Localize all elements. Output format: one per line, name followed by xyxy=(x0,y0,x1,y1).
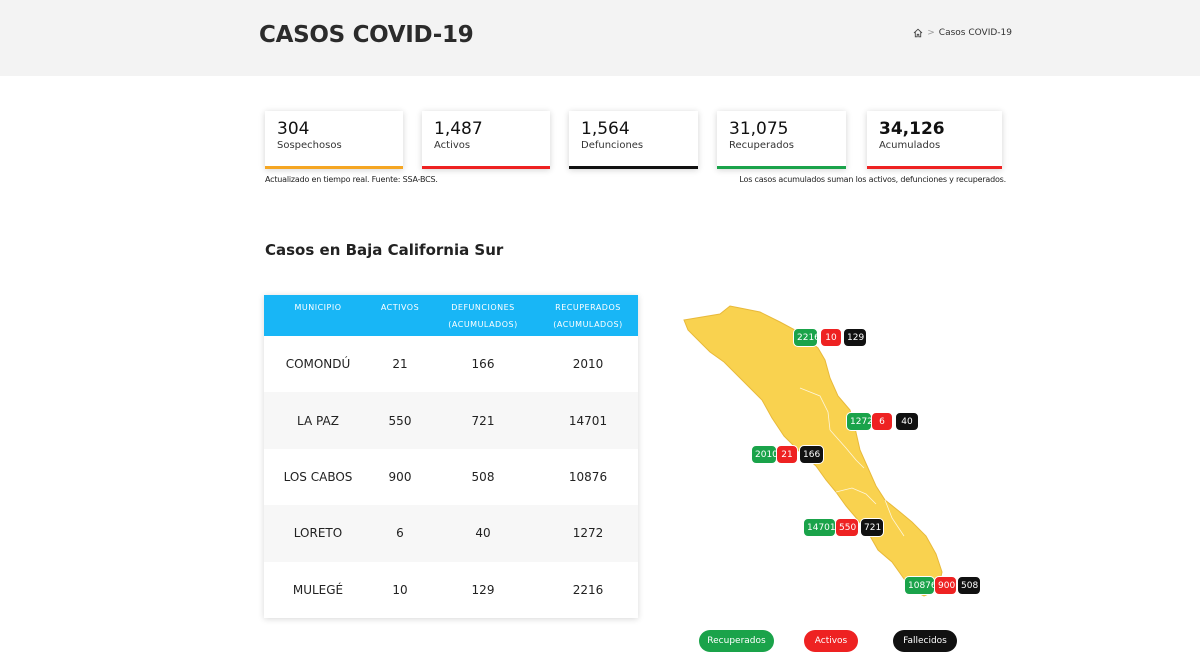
stat-bar xyxy=(569,166,698,169)
page-title: CASOS COVID-19 xyxy=(259,22,474,48)
table-row: COMONDÚ 21 166 2010 xyxy=(264,336,638,392)
stat-value: 31,075 xyxy=(729,119,789,139)
legend-fallecidos: Fallecidos xyxy=(893,630,957,652)
marker-mulege-fallecidos[interactable]: 129 xyxy=(843,328,867,347)
stat-value: 1,564 xyxy=(581,119,630,139)
marker-loscabos-recuperados[interactable]: 10876 xyxy=(904,576,937,595)
stat-bar xyxy=(867,166,1002,169)
header-municipio: MUNICIPIO xyxy=(294,303,342,312)
cell-municipio: COMONDÚ xyxy=(285,357,351,372)
marker-loscabos-fallecidos[interactable]: 508 xyxy=(957,576,981,595)
table-row: LOS CABOS 900 508 10876 xyxy=(264,449,638,505)
cell-recuperados: 2216 xyxy=(572,582,604,597)
stat-bar xyxy=(717,166,846,169)
stat-value: 304 xyxy=(277,119,310,139)
marker-loscabos-activos[interactable]: 900 xyxy=(934,576,957,595)
breadcrumb-current: Casos COVID-19 xyxy=(938,28,1012,38)
cell-recuperados: 2010 xyxy=(572,357,604,372)
stat-value: 34,126 xyxy=(879,119,945,139)
cell-municipio: MULEGÉ xyxy=(292,582,344,597)
cell-recuperados: 10876 xyxy=(568,469,608,484)
header-defunciones: DEFUNCIONES (ACUMULADOS) xyxy=(448,303,518,329)
cell-defunciones: 166 xyxy=(471,357,495,372)
stat-card-recuperados: 31,075 Recuperados xyxy=(717,111,846,169)
table-row: LA PAZ 550 721 14701 xyxy=(264,392,638,449)
marker-mulege-recuperados[interactable]: 2216 xyxy=(793,328,820,347)
sum-note: Los casos acumulados suman los activos, … xyxy=(739,175,1006,184)
section-title: Casos en Baja California Sur xyxy=(265,241,504,259)
header-activos: ACTIVOS xyxy=(380,303,420,312)
stat-card-defunciones: 1,564 Defunciones xyxy=(569,111,698,169)
stat-card-activos: 1,487 Activos xyxy=(422,111,550,169)
cell-defunciones: 40 xyxy=(475,526,491,541)
marker-lapaz-recuperados[interactable]: 14701 xyxy=(803,518,836,537)
marker-lapaz-fallecidos[interactable]: 721 xyxy=(860,518,884,537)
cell-recuperados: 14701 xyxy=(568,413,608,428)
marker-mulege-activos[interactable]: 10 xyxy=(820,328,842,347)
cell-municipio: LA PAZ xyxy=(297,413,339,428)
marker-comondu-recuperados[interactable]: 2010 xyxy=(751,445,778,464)
cell-defunciones: 129 xyxy=(471,582,495,597)
stat-label: Activos xyxy=(434,140,471,151)
breadcrumb-separator: > xyxy=(927,28,935,38)
stat-card-acumulados: 34,126 Acumulados xyxy=(867,111,1002,169)
page-header: CASOS COVID-19 > Casos COVID-19 xyxy=(0,0,1200,76)
stat-bar xyxy=(265,166,403,169)
cell-activos: 10 xyxy=(392,582,408,597)
marker-loreto-fallecidos[interactable]: 40 xyxy=(895,412,919,431)
cell-defunciones: 721 xyxy=(471,413,495,428)
marker-loreto-activos[interactable]: 6 xyxy=(871,412,893,431)
marker-comondu-fallecidos[interactable]: 166 xyxy=(799,445,824,464)
cell-activos: 21 xyxy=(392,357,408,372)
cases-table: MUNICIPIO ACTIVOS DEFUNCIONES (ACUMULADO… xyxy=(264,295,638,618)
legend-activos: Activos xyxy=(804,630,858,652)
marker-lapaz-activos[interactable]: 550 xyxy=(835,518,859,537)
stat-card-sospechosos: 304 Sospechosos xyxy=(265,111,403,169)
stat-label: Recuperados xyxy=(729,140,794,151)
table-header: MUNICIPIO ACTIVOS DEFUNCIONES (ACUMULADO… xyxy=(264,295,638,336)
stat-label: Acumulados xyxy=(879,140,941,151)
stat-label: Defunciones xyxy=(581,140,644,151)
marker-comondu-activos[interactable]: 21 xyxy=(776,445,798,464)
stat-bar xyxy=(422,166,550,169)
header-recuperados: RECUPERADOS (ACUMULADOS) xyxy=(553,303,623,329)
table-row: LORETO 6 40 1272 xyxy=(264,505,638,562)
table-row: MULEGÉ 10 129 2216 xyxy=(264,562,638,618)
stat-label: Sospechosos xyxy=(277,140,342,151)
cell-activos: 550 xyxy=(388,413,412,428)
breadcrumb: > Casos COVID-19 xyxy=(913,28,1012,38)
legend-recuperados: Recuperados xyxy=(699,630,774,652)
update-note: Actualizado en tiempo real. Fuente: SSA-… xyxy=(265,175,438,184)
cell-activos: 6 xyxy=(396,526,404,541)
marker-loreto-recuperados[interactable]: 1272 xyxy=(846,412,873,431)
cell-recuperados: 1272 xyxy=(572,526,604,541)
home-icon[interactable] xyxy=(913,28,923,38)
cell-municipio: LORETO xyxy=(293,526,343,541)
cell-defunciones: 508 xyxy=(471,469,495,484)
stat-value: 1,487 xyxy=(434,119,483,139)
cell-municipio: LOS CABOS xyxy=(283,469,353,484)
cell-activos: 900 xyxy=(388,469,412,484)
bcs-map: 2216 10 129 1272 6 40 2010 21 166 14701 … xyxy=(680,300,1020,610)
